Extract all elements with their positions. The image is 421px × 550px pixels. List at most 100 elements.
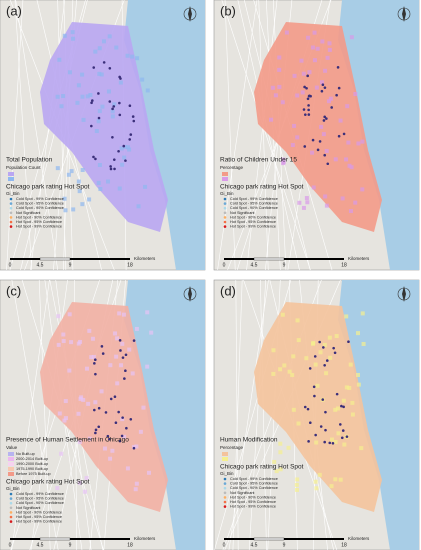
scale-bar-tick: 18 <box>341 262 347 268</box>
layer-cell <box>307 70 312 75</box>
north-arrow <box>183 6 197 22</box>
layer-cell <box>318 350 323 355</box>
layer-class: Before 1975 Built-up <box>16 472 51 476</box>
layer-cell <box>55 94 60 99</box>
road <box>235 279 239 550</box>
park-hotspot <box>112 158 116 161</box>
layer-cell <box>63 208 68 213</box>
hotspot-class: Cold Spot - 95% Confidence <box>16 202 64 206</box>
layer-cell <box>117 311 122 316</box>
layer-cell <box>277 55 282 60</box>
scale-bar-segment <box>224 258 254 260</box>
layer-cell <box>280 312 285 317</box>
layer-cell <box>356 372 361 377</box>
layer-cell <box>76 83 81 88</box>
layer-cell <box>296 421 301 426</box>
park-hotspot <box>97 425 101 429</box>
layer-cell <box>311 185 316 190</box>
layer-cell <box>291 354 296 359</box>
hotspot-symbol <box>223 211 227 215</box>
layer-cell <box>62 33 67 38</box>
layer-cell <box>333 440 338 445</box>
hotspot-symbol <box>9 206 13 210</box>
layer-cell <box>145 310 150 315</box>
layer-cell <box>312 58 317 63</box>
park-hotspot <box>307 440 310 443</box>
layer-cell <box>96 119 101 124</box>
layer-cell <box>338 118 343 123</box>
hotspot-symbol <box>9 225 13 228</box>
layer-cell <box>294 487 299 492</box>
road <box>237 0 300 271</box>
layer-cell <box>120 417 125 422</box>
layer-swatch <box>8 467 14 471</box>
park-hotspot <box>332 346 335 350</box>
layer-title: Human Modification <box>220 437 278 444</box>
layer-swatch <box>222 457 228 461</box>
hotspot-symbol <box>223 482 227 485</box>
city-layer <box>254 22 382 232</box>
layer-title: Total Population <box>6 157 53 164</box>
hotspot-symbol <box>223 486 227 490</box>
park-hotspot <box>335 93 338 97</box>
scale-bar-unit: Kilometers <box>134 536 156 541</box>
park-hotspot <box>90 101 93 105</box>
park-hotspot <box>118 113 122 117</box>
layer-cell <box>290 143 295 148</box>
hotspot-class: Hot Spot - 90% Confidence <box>16 215 62 219</box>
road <box>15 0 59 271</box>
park-hotspot <box>108 100 112 103</box>
park-hotspot <box>313 355 317 358</box>
hotspot-symbol <box>9 515 13 519</box>
layer-cell <box>304 356 309 361</box>
park-hotspot <box>119 349 122 352</box>
layer-cell <box>56 314 61 319</box>
layer-cell <box>344 385 349 390</box>
layer-cell <box>126 145 131 150</box>
layer-cell <box>120 341 125 346</box>
park-hotspot <box>337 86 341 90</box>
scale-bar-segment <box>224 538 254 540</box>
hotspot-symbol <box>9 216 13 219</box>
park-hotspot <box>311 138 315 142</box>
park-hotspot <box>308 421 312 424</box>
layer-subtitle: Population Count <box>6 165 41 170</box>
park-hotspot <box>323 363 326 367</box>
park-hotspot <box>325 117 328 120</box>
layer-cell <box>122 155 127 160</box>
layer-cell <box>61 339 66 344</box>
park-hotspot <box>93 362 96 365</box>
park-hotspot <box>132 119 136 123</box>
scale-bar-tick: 18 <box>341 542 347 548</box>
layer-cell <box>278 367 283 372</box>
park-hotspot <box>306 74 309 78</box>
park-hotspot <box>117 149 120 153</box>
road <box>11 279 50 550</box>
park-hotspot <box>337 134 341 138</box>
hotspot-class: Hot Spot - 90% Confidence <box>230 215 276 219</box>
layer-cell <box>320 39 325 44</box>
layer-cell <box>290 373 295 378</box>
park-hotspot <box>303 85 306 89</box>
park-hotspot <box>323 440 326 444</box>
layer-cell <box>71 36 76 41</box>
north-arrow-head <box>402 286 406 302</box>
park-hotspot <box>339 423 342 426</box>
scale-bar-tick: 9 <box>69 542 72 548</box>
layer-cell <box>63 399 68 404</box>
park-hotspot <box>306 407 310 411</box>
layer-cell <box>112 102 117 107</box>
layer-cell <box>277 84 282 89</box>
park-hotspot <box>100 345 104 348</box>
park-hotspot <box>94 372 97 376</box>
layer-cell <box>135 56 140 61</box>
layer-cell <box>340 196 345 201</box>
layer-cell <box>272 459 277 464</box>
city-layer <box>40 302 168 512</box>
scale-bar-unit: Kilometers <box>134 256 156 261</box>
layer-cell <box>321 132 326 137</box>
layer-cell <box>327 41 332 46</box>
layer-cell <box>97 162 102 167</box>
layer-cell <box>87 436 92 441</box>
